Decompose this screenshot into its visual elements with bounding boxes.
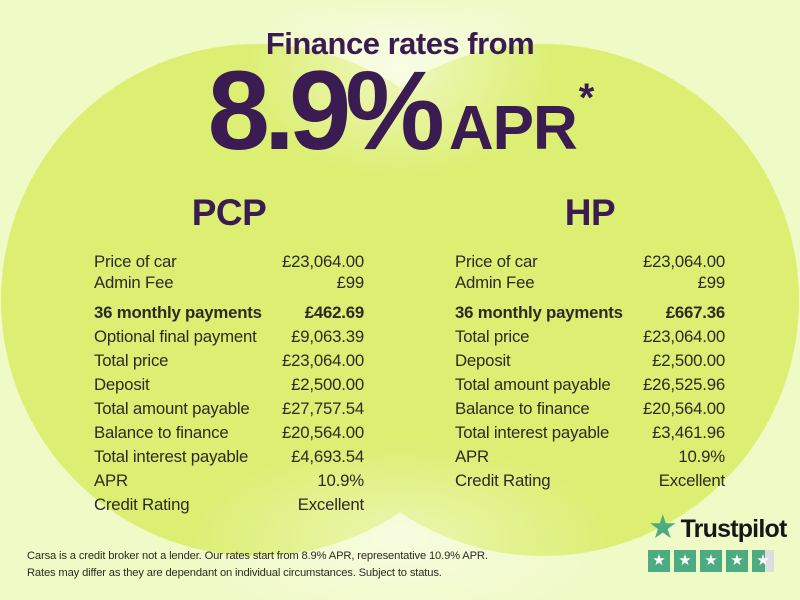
disclaimer-line-1: Carsa is a credit broker not a lender. O… [27, 550, 488, 562]
finance-row-label: Total price [455, 327, 530, 346]
finance-row-value: £26,525.96 [643, 375, 725, 394]
finance-row: 36 monthly payments £462.69 [94, 303, 364, 323]
finance-row: Balance to finance £20,564.00 [94, 423, 364, 443]
finance-row: Total interest payable £3,461.96 [455, 423, 725, 443]
finance-row-label: 36 monthly payments [455, 303, 623, 322]
finance-row-value: £20,564.00 [282, 423, 364, 442]
finance-row-label: Admin Fee [455, 273, 535, 292]
finance-row: Optional final payment £9,063.39 [94, 327, 364, 347]
finance-row-label: Total amount payable [94, 399, 250, 418]
finance-row-value: £99 [336, 273, 365, 292]
finance-row-value: 10.9% [678, 447, 725, 466]
trustpilot-brand-name: Trustpilot [680, 514, 788, 543]
finance-row: APR 10.9% [94, 471, 364, 491]
finance-row: Price of car £23,064.00 [455, 252, 725, 272]
finance-row-label: Optional final payment [94, 327, 257, 346]
finance-row: Total interest payable £4,693.54 [94, 447, 364, 467]
finance-row-label: Price of car [94, 252, 177, 271]
disclaimer-text: Carsa is a credit broker not a lender. O… [27, 548, 488, 582]
finance-row-label: Credit Rating [455, 471, 551, 490]
finance-row-label: Total amount payable [455, 375, 611, 394]
finance-row-value: £99 [697, 273, 726, 292]
star-icon: ★ [752, 550, 774, 572]
finance-row-value: £23,064.00 [282, 252, 364, 271]
finance-row-value: Excellent [297, 495, 364, 514]
finance-row: Total amount payable £27,757.54 [94, 399, 364, 419]
finance-row-label: Total interest payable [94, 447, 249, 466]
finance-row-value: Excellent [658, 471, 725, 490]
finance-row-value: £27,757.54 [282, 399, 364, 418]
trustpilot-logo: ★ Trustpilot [648, 508, 787, 545]
pcp-table: Price of car £23,064.00 Admin Fee £99 36 mon… [94, 252, 364, 515]
finance-row-label: Admin Fee [94, 273, 174, 292]
pcp-column: PCP Price of car £23,064.00 Admin Fee £99 36… [94, 192, 364, 515]
finance-row: Total amount payable £26,525.96 [455, 375, 725, 395]
finance-row-value: £2,500.00 [652, 351, 725, 370]
star-icon: ★ [700, 550, 722, 572]
finance-row-value: 10.9% [317, 471, 364, 490]
star-icon: ★ [648, 550, 670, 572]
finance-row: Credit Rating Excellent [455, 471, 725, 491]
hp-column: HP Price of car £23,064.00 Admin Fee £99 36 … [455, 192, 725, 491]
finance-row-label: Credit Rating [94, 495, 190, 514]
rate-value: 8.9% [207, 48, 445, 173]
finance-row: Price of car £23,064.00 [94, 252, 364, 272]
finance-row-label: Deposit [94, 375, 150, 394]
hp-heading: HP [564, 192, 616, 233]
headline-rate: 8.9% APR* [0, 46, 800, 175]
finance-row-value: £20,564.00 [643, 399, 725, 418]
hp-table: Price of car £23,064.00 Admin Fee £99 36 mon… [455, 252, 725, 491]
finance-row-value: £9,063.39 [291, 327, 364, 346]
finance-row-label: Deposit [455, 351, 511, 370]
finance-row-label: Price of car [455, 252, 538, 271]
finance-row: Total price £23,064.00 [455, 327, 725, 347]
finance-row: Admin Fee £99 [94, 273, 364, 293]
finance-row-value: £2,500.00 [291, 375, 364, 394]
finance-row-label: APR [455, 447, 489, 466]
finance-row-label: Total price [94, 351, 169, 370]
finance-row-label: 36 monthly payments [94, 303, 262, 322]
finance-row-value: £23,064.00 [643, 327, 725, 346]
trustpilot-star-icon: ★ [648, 508, 678, 545]
finance-row-value: £4,693.54 [291, 447, 364, 466]
pcp-heading: PCP [191, 192, 267, 233]
star-icon: ★ [726, 550, 748, 572]
finance-row: Total price £23,064.00 [94, 351, 364, 371]
finance-row-value: £667.36 [665, 303, 725, 322]
finance-row: Deposit £2,500.00 [455, 351, 725, 371]
finance-row-label: Balance to finance [94, 423, 229, 442]
finance-row: Admin Fee £99 [455, 273, 725, 293]
star-icon: ★ [674, 550, 696, 572]
finance-row: 36 monthly payments £667.36 [455, 303, 725, 323]
finance-row: Balance to finance £20,564.00 [455, 399, 725, 419]
finance-row-label: APR [94, 471, 128, 490]
rate-apr-label: APR [448, 94, 578, 163]
finance-row: Credit Rating Excellent [94, 495, 364, 515]
finance-row-value: £462.69 [304, 303, 364, 322]
finance-row-value: £23,064.00 [282, 351, 364, 370]
finance-row: APR 10.9% [455, 447, 725, 467]
disclaimer-line-2: Rates may differ as they are dependant o… [27, 566, 442, 579]
finance-row: Deposit £2,500.00 [94, 375, 364, 395]
trustpilot-widget: ★ Trustpilot ★ ★ ★ ★ ★ [648, 508, 787, 572]
rate-asterisk: * [578, 76, 595, 120]
finance-row-label: Balance to finance [455, 399, 590, 418]
finance-row-value: £23,064.00 [643, 252, 725, 271]
finance-row-label: Total interest payable [455, 423, 610, 442]
trustpilot-stars: ★ ★ ★ ★ ★ [648, 550, 780, 572]
finance-row-value: £3,461.96 [652, 423, 725, 442]
